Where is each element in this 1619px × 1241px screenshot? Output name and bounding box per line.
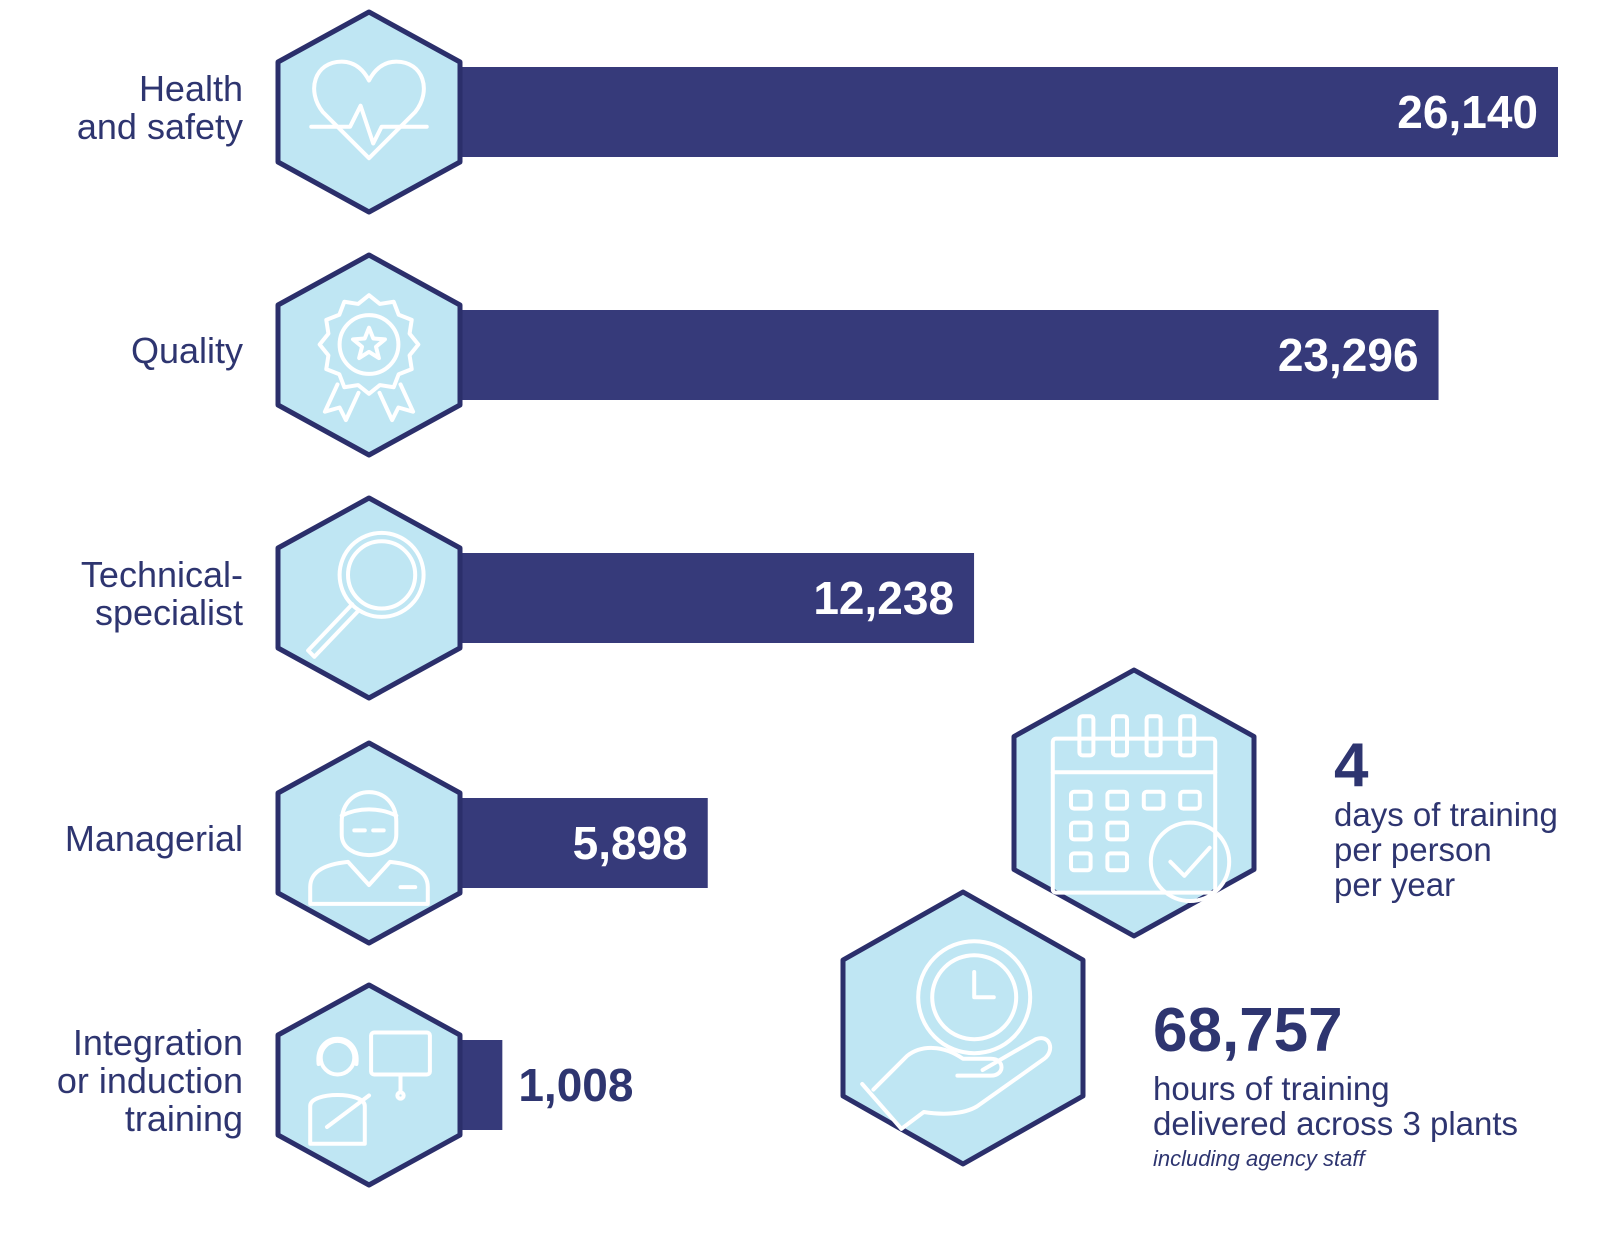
magnifier-icon bbox=[306, 530, 426, 659]
bar-2 bbox=[460, 553, 975, 643]
bar-value-label-3: 5,898 bbox=[573, 817, 688, 869]
bar-3 bbox=[460, 798, 708, 888]
bar-value-label-1: 23,296 bbox=[1278, 329, 1419, 381]
bar-1 bbox=[460, 310, 1439, 400]
category-label-2: Technical- specialist bbox=[80, 554, 243, 633]
category-hexagon-0 bbox=[275, 9, 463, 215]
stat-hours-text: hours of training delivered across 3 pla… bbox=[1153, 1070, 1519, 1142]
bar-value-label-0: 26,140 bbox=[1397, 86, 1538, 138]
hand-clock-icon bbox=[860, 939, 1053, 1131]
stat-days-text: days of training per person per year bbox=[1334, 796, 1558, 903]
category-hexagon-3 bbox=[275, 740, 463, 946]
stat-days-hexagon bbox=[1011, 667, 1257, 939]
category-hexagon-2 bbox=[275, 495, 463, 701]
category-label-1: Quality bbox=[130, 330, 243, 371]
stat-days-number: 4 bbox=[1334, 731, 1369, 800]
category-label-0: Health and safety bbox=[76, 68, 243, 147]
calendar-check-icon bbox=[1050, 714, 1232, 903]
bar-value-label-4: 1,008 bbox=[518, 1059, 633, 1111]
trainer-icon bbox=[308, 1030, 432, 1146]
award-ribbon-icon bbox=[317, 293, 421, 423]
category-hexagon-4 bbox=[275, 982, 463, 1188]
stat-hours-number: 68,757 bbox=[1153, 996, 1343, 1065]
category-hexagon-1 bbox=[275, 252, 463, 458]
heartbeat-icon bbox=[309, 59, 429, 161]
bar-value-label-2: 12,238 bbox=[813, 572, 954, 624]
bar-4 bbox=[460, 1040, 503, 1130]
category-label-4: Integration or induction training bbox=[56, 1022, 243, 1139]
category-label-3: Managerial bbox=[64, 818, 243, 859]
bar-0 bbox=[460, 67, 1558, 157]
stat-hours-hexagon bbox=[840, 889, 1086, 1167]
manager-icon bbox=[308, 790, 430, 906]
stat-hours-note: including agency staff bbox=[1153, 1146, 1365, 1171]
